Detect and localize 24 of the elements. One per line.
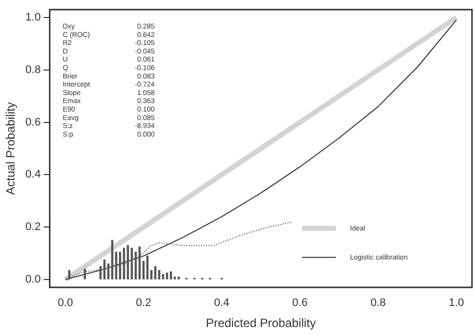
y-tick-label: 0.4: [25, 168, 41, 181]
x-tick-label: 0.4: [214, 297, 230, 310]
x-tick-label: 0.2: [136, 297, 152, 310]
bar: [158, 270, 160, 280]
y-tick-label: 0.6: [25, 116, 41, 128]
bar: [142, 260, 145, 280]
x-axis-title: Predicted Probability: [206, 316, 316, 330]
bar: [178, 276, 180, 280]
y-tick-label: 1.0: [25, 11, 41, 24]
x-tick-label: 0.0: [58, 297, 73, 310]
bar: [146, 256, 149, 280]
line-series: [68, 221, 293, 278]
bar: [170, 271, 172, 280]
bar: [166, 272, 168, 280]
y-axis-title: Actual Probability: [4, 102, 18, 195]
y-tick-label: 0.2: [25, 221, 41, 234]
x-tick-label: 1.0: [448, 297, 464, 310]
x-tick-label: 0.8: [370, 297, 386, 310]
x-tick-label: 0.6: [292, 297, 308, 310]
bar: [154, 266, 156, 280]
y-tick-label: 0.8: [25, 64, 41, 76]
y-tick-label: 0.0: [25, 274, 41, 286]
bar: [150, 270, 152, 280]
bar: [162, 274, 164, 280]
